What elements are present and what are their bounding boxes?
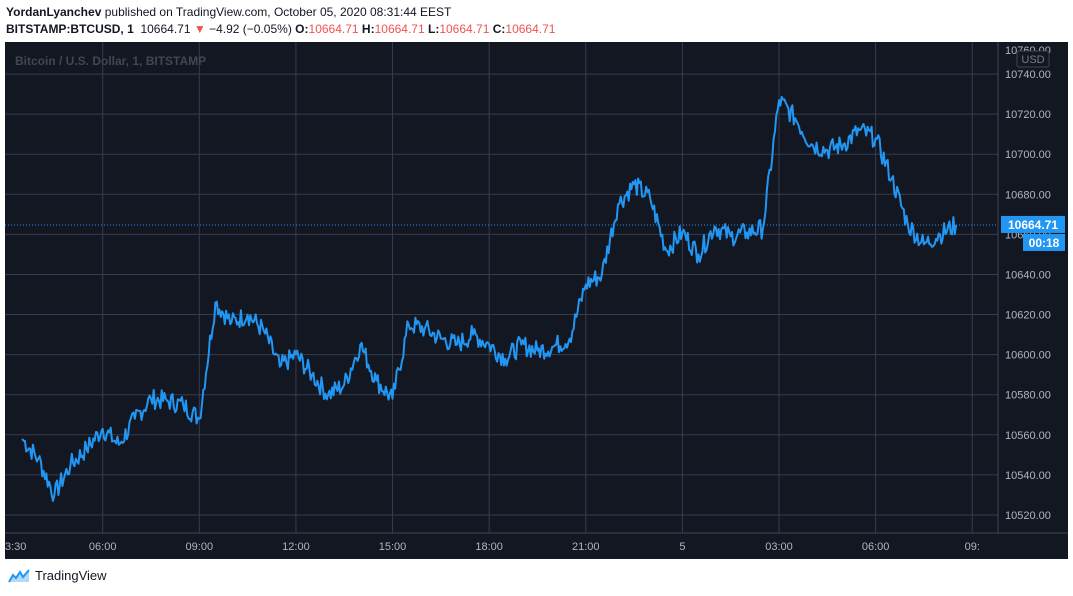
publish-text: published on TradingView.com, October 05… — [104, 5, 452, 19]
x-tick-label: 21:00 — [572, 541, 600, 553]
footer-brand[interactable]: TradingView — [8, 568, 107, 583]
y-tick-label: 10740.00 — [1005, 69, 1051, 81]
x-tick-label: 15:00 — [379, 541, 407, 553]
x-tick-label: 18:00 — [475, 541, 503, 553]
low-label: L: — [428, 22, 440, 36]
currency-badge-box — [1016, 50, 1050, 68]
y-tick-label: 10600.00 — [1005, 350, 1051, 362]
price-line — [21, 95, 958, 502]
last-price: 10664.71 — [140, 22, 191, 36]
y-tick-label: 10680.00 — [1005, 189, 1051, 201]
y-tick-label: 10560.00 — [1005, 430, 1051, 442]
y-tick-label: 10540.00 — [1005, 470, 1051, 482]
x-tick-label: 12:00 — [282, 541, 310, 553]
low-value: 10664.71 — [439, 22, 490, 36]
symbol-label: BITSTAMP:BTCUSD, 1 — [6, 22, 134, 36]
last-price-badge: 10664.71 00:18 — [1001, 215, 1065, 251]
y-tick-label: 10520.00 — [1005, 510, 1051, 522]
x-tick-label: 3:30 — [5, 541, 26, 553]
publish-info: YordanLyanchev published on TradingView.… — [6, 5, 451, 19]
currency-badge[interactable]: USD — [1016, 50, 1050, 68]
x-tick-label: 06:00 — [89, 541, 117, 553]
open-label: O: — [295, 22, 309, 36]
y-tick-label: 10580.00 — [1005, 390, 1051, 402]
y-tick-label: 10640.00 — [1005, 269, 1051, 281]
last-price-badge-label: 10664.71 — [1008, 218, 1058, 232]
x-tick-label: 03:00 — [765, 541, 793, 553]
y-tick-label: 10620.00 — [1005, 310, 1051, 322]
last-price-badge-box — [1001, 215, 1065, 233]
chart-background — [5, 42, 1068, 559]
price-change: −4.92 (−0.05%) — [209, 22, 292, 36]
x-tick-label: 5 — [679, 541, 685, 553]
chart-area[interactable]: Bitcoin / U.S. Dollar, 1, BITSTAMP 10520… — [5, 42, 1068, 559]
countdown-badge-box — [1023, 233, 1065, 251]
high-label: H: — [361, 22, 375, 36]
ticker-line: BITSTAMP:BTCUSD, 1 10664.71 ▼ −4.92 (−0.… — [6, 22, 555, 36]
time-axis[interactable]: 3:30 06:00 09:00 12:00 15:00 18:00 21:00 5 03:00… — [5, 541, 980, 553]
open-value: 10664.71 — [308, 22, 359, 36]
close-label: C: — [492, 22, 506, 36]
x-tick-label: 09:00 — [186, 541, 214, 553]
tradingview-logo-icon — [8, 568, 30, 582]
countdown-label: 00:18 — [1029, 236, 1060, 250]
author-name[interactable]: YordanLyanchev — [6, 5, 102, 19]
x-tick-label: 09: — [965, 541, 980, 553]
down-arrow-icon: ▼ — [193, 22, 206, 36]
x-tick-label: 06:00 — [862, 541, 890, 553]
chart-watermark: Bitcoin / U.S. Dollar, 1, BITSTAMP — [15, 54, 206, 68]
high-value: 10664.71 — [374, 22, 425, 36]
y-tick-label: 10720.00 — [1005, 109, 1051, 121]
currency-badge-label: USD — [1021, 54, 1044, 66]
y-tick-label: 10700.00 — [1005, 149, 1051, 161]
close-value: 10664.71 — [505, 22, 556, 36]
price-chart[interactable]: Bitcoin / U.S. Dollar, 1, BITSTAMP 10520… — [5, 42, 1068, 559]
footer-brand-label: TradingView — [35, 568, 107, 583]
